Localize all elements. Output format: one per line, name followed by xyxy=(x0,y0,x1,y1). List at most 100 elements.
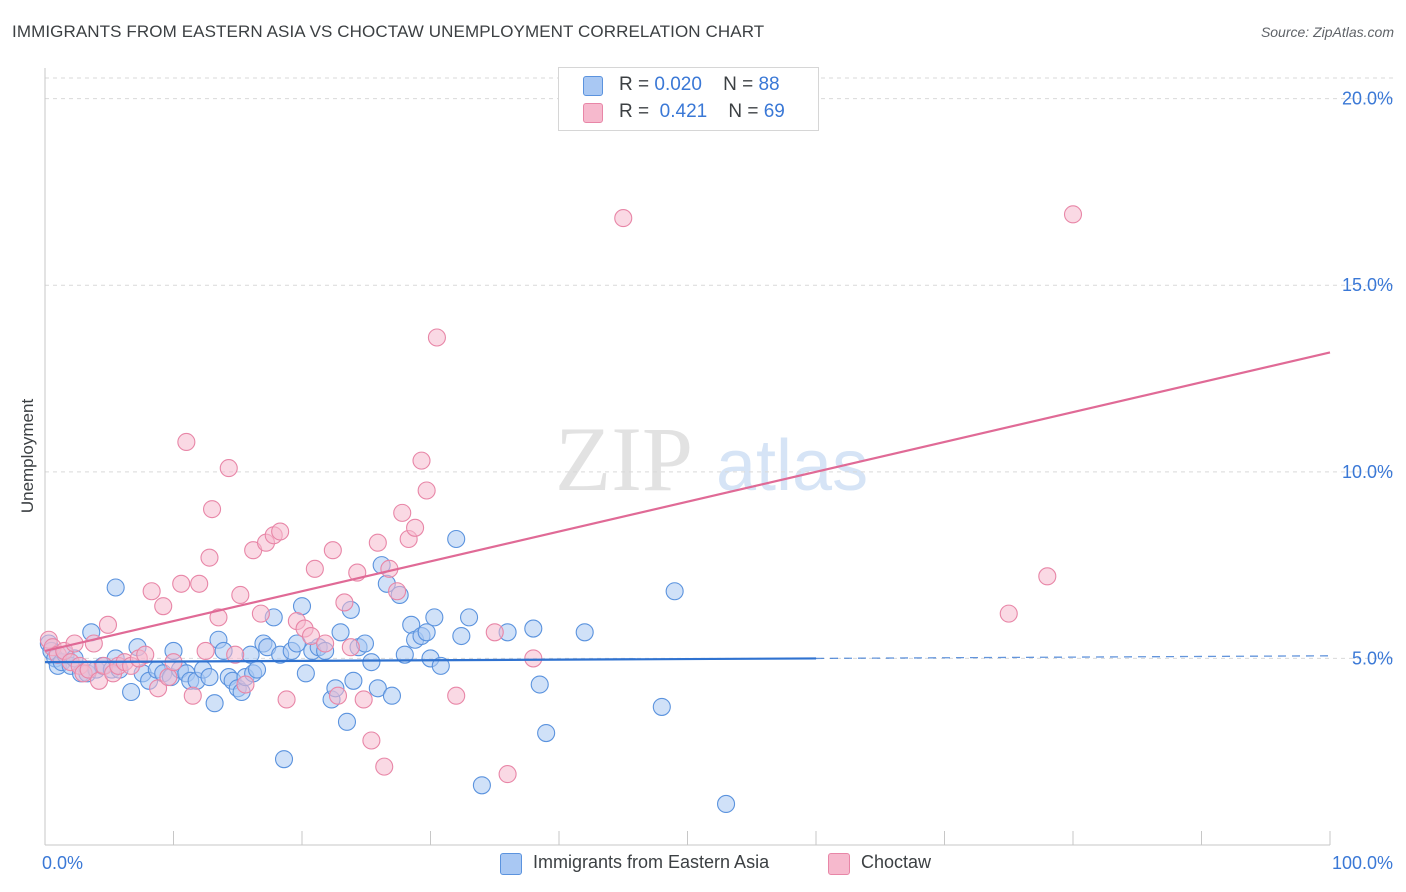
legend-swatch-blue xyxy=(500,853,522,875)
choctaw-point-52 xyxy=(354,690,373,709)
legend-r-value: 0.421 xyxy=(654,101,708,122)
choctaw-point-67 xyxy=(524,649,543,668)
legend-swatch-pink xyxy=(828,853,850,875)
eastern-asia-point-16 xyxy=(106,578,125,597)
eastern-asia-point-30 xyxy=(200,668,219,687)
choctaw-point-64 xyxy=(447,686,466,705)
choctaw-point-41 xyxy=(277,690,296,709)
y-tick-label-2: 15.0% xyxy=(1342,275,1393,295)
trend-lines xyxy=(44,351,1331,664)
choctaw-point-37 xyxy=(251,604,270,623)
eastern-asia-point-78 xyxy=(459,608,479,627)
eastern-asia-point-31 xyxy=(205,694,224,713)
trend-line-eastern-asia xyxy=(44,657,817,664)
eastern-asia-point-77 xyxy=(452,626,471,646)
trend-line-choctaw xyxy=(44,351,1331,653)
eastern-asia-point-76 xyxy=(447,529,466,549)
eastern-asia-point-46 xyxy=(274,750,294,769)
axes xyxy=(44,68,1331,846)
legend-r-label: R = xyxy=(619,101,650,122)
eastern-asia-point-56 xyxy=(331,623,350,642)
choctaw-point-44 xyxy=(301,626,321,646)
choctaw-point-49 xyxy=(335,593,354,612)
eastern-asia-point-17 xyxy=(122,682,141,702)
choctaw-point-50 xyxy=(341,638,360,657)
watermark-zip: ZIP xyxy=(555,408,693,510)
y-tick-label-0: 5.0% xyxy=(1352,648,1393,668)
eastern-asia-point-72 xyxy=(417,623,436,642)
choctaw-point-71 xyxy=(1063,205,1083,224)
zipatlas-watermark: ZIP atlas xyxy=(555,408,868,510)
choctaw-point-46 xyxy=(316,634,335,653)
choctaw-point-47 xyxy=(323,541,342,560)
choctaw-point-62 xyxy=(417,481,436,500)
legend-n-value: 69 xyxy=(763,101,785,122)
eastern-asia-point-81 xyxy=(524,619,543,638)
choctaw-point-66 xyxy=(498,765,517,784)
choctaw-point-20 xyxy=(149,679,168,698)
choctaw-point-29 xyxy=(200,548,219,567)
legend-n-label: N = xyxy=(728,101,759,122)
eastern-asia-point-63 xyxy=(368,679,387,698)
choctaw-point-31 xyxy=(209,608,228,627)
choctaw-point-33 xyxy=(226,645,245,664)
eastern-asia-point-82 xyxy=(530,675,549,694)
eastern-asia-point-86 xyxy=(665,582,684,601)
grid-lines xyxy=(45,77,1395,659)
choctaw-point-60 xyxy=(406,518,425,537)
choctaw-point-34 xyxy=(231,585,250,605)
choctaw-point-35 xyxy=(236,675,255,694)
trend-line-eastern-asia-extension xyxy=(815,655,1331,660)
choctaw-point-69 xyxy=(999,604,1018,623)
legend-label-choctaw: Choctaw xyxy=(861,852,932,872)
legend-n-value: 88 xyxy=(758,74,780,95)
eastern-asia-point-75 xyxy=(431,656,450,675)
legend-label-eastern-asia: Immigrants from Eastern Asia xyxy=(533,852,770,872)
eastern-asia-point-84 xyxy=(575,623,594,642)
eastern-asia-point-66 xyxy=(382,686,402,705)
choctaw-point-70 xyxy=(1038,567,1057,586)
choctaw-point-40 xyxy=(271,522,290,541)
x-tick-label-max: 100.0% xyxy=(1332,853,1393,873)
legend-r-value: 0.020 xyxy=(654,74,702,95)
choctaw-point-21 xyxy=(154,597,173,616)
choctaw-point-48 xyxy=(328,686,348,705)
choctaw-point-53 xyxy=(362,731,381,750)
choctaw-point-25 xyxy=(177,432,196,452)
legend-r-label: R = xyxy=(619,74,650,95)
choctaw-point-30 xyxy=(203,500,222,519)
choctaw-point-28 xyxy=(196,641,215,661)
chart-title: IMMIGRANTS FROM EASTERN ASIA VS CHOCTAW … xyxy=(12,22,765,41)
eastern-asia-point-48 xyxy=(287,634,306,653)
eastern-asia-point-87 xyxy=(716,794,736,814)
choctaw-point-27 xyxy=(190,574,209,593)
x-tick-label-min: 0.0% xyxy=(42,853,83,873)
choctaw-point-63 xyxy=(427,328,446,347)
choctaw-point-58 xyxy=(393,503,412,522)
choctaw-point-57 xyxy=(388,582,407,601)
choctaw-point-61 xyxy=(412,451,431,470)
eastern-asia-point-50 xyxy=(296,664,315,683)
choctaw-point-45 xyxy=(305,559,324,578)
choctaw-point-54 xyxy=(368,533,387,552)
legend-n-label: N = xyxy=(723,74,754,95)
eastern-asia-point-68 xyxy=(395,645,414,664)
choctaw-point-24 xyxy=(172,574,191,593)
choctaw-point-55 xyxy=(375,757,394,776)
eastern-asia-point-62 xyxy=(362,653,381,672)
eastern-asia-point-85 xyxy=(652,697,671,716)
eastern-asia-point-57 xyxy=(337,712,357,731)
choctaw-point-12 xyxy=(98,615,118,634)
choctaw-point-68 xyxy=(614,209,633,228)
legend-swatch-blue xyxy=(583,76,603,96)
choctaw-point-26 xyxy=(183,686,202,705)
choctaw-point-65 xyxy=(485,623,504,642)
choctaw-point-32 xyxy=(219,459,238,478)
tick-labels: 5.0% 10.0% 15.0% 20.0% 0.0% 100.0% xyxy=(42,89,1393,873)
choctaw-point-19 xyxy=(142,582,161,601)
eastern-asia-point-83 xyxy=(537,723,556,743)
eastern-asia-point-59 xyxy=(344,671,363,690)
choctaw-point-18 xyxy=(136,645,155,664)
eastern-asia-point-79 xyxy=(472,776,491,795)
legend-swatch-pink xyxy=(583,103,603,123)
